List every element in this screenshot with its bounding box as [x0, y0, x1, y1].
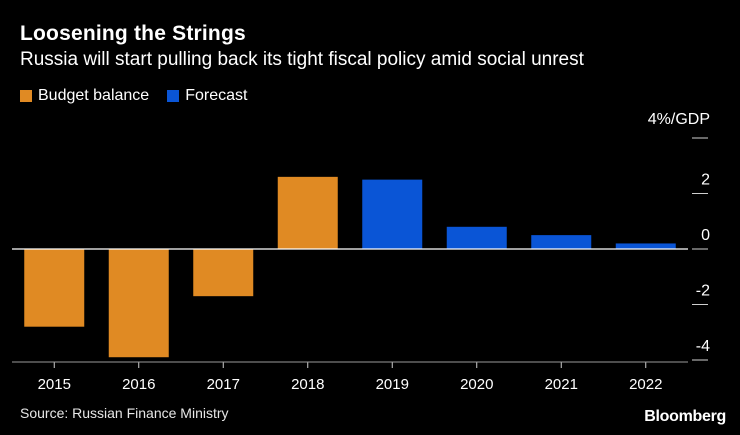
bar-2021	[531, 235, 592, 249]
y-axis-unit-label: 4%/GDP	[647, 111, 710, 128]
bloomberg-logo: Bloomberg	[644, 408, 726, 425]
y-tick-label: 2	[701, 172, 710, 189]
legend: Budget balance Forecast	[20, 87, 265, 105]
bar-2018	[277, 176, 338, 249]
y-tick-label: 0	[701, 227, 710, 244]
y-tick-label: -2	[696, 283, 710, 300]
legend-label-budget-balance: Budget balance	[38, 87, 150, 104]
chart-title: Loosening the Strings	[20, 22, 246, 45]
source-note: Source: Russian Finance Ministry	[20, 405, 229, 421]
legend-swatch-forecast	[167, 90, 180, 102]
chart-subtitle: Russia will start pulling back its tight…	[20, 49, 584, 70]
bar-2022	[615, 243, 676, 249]
legend-swatch-budget-balance	[20, 90, 32, 102]
bar-2019	[362, 179, 423, 249]
bar-2016	[108, 249, 169, 358]
x-tick-label-2022: 2022	[629, 376, 662, 393]
bar-2020	[446, 226, 507, 249]
legend-item-forecast: Forecast	[167, 87, 247, 105]
x-tick-label-2016: 2016	[122, 376, 155, 393]
bar-2015	[24, 249, 85, 327]
x-tick-label-2020: 2020	[460, 376, 493, 393]
x-tick-label-2018: 2018	[291, 376, 324, 393]
y-tick-label: -4	[696, 338, 710, 355]
x-tick-label-2017: 2017	[207, 376, 240, 393]
legend-label-forecast: Forecast	[185, 87, 248, 104]
x-tick-label-2015: 2015	[38, 376, 71, 393]
bar-2017	[193, 249, 254, 297]
legend-item-budget-balance: Budget balance	[20, 87, 149, 105]
x-tick-label-2021: 2021	[545, 376, 578, 393]
x-tick-label-2019: 2019	[376, 376, 409, 393]
